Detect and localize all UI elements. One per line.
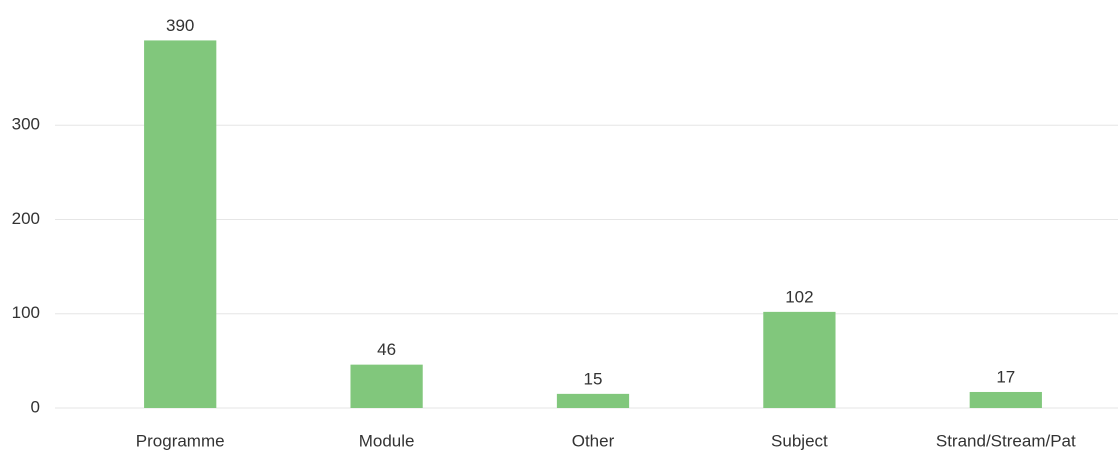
x-tick-label: Module: [359, 431, 415, 450]
y-tick-label: 300: [12, 115, 40, 134]
bar: [350, 364, 423, 408]
bar: [144, 40, 217, 409]
value-label: 17: [996, 367, 1015, 386]
value-label: 390: [166, 16, 194, 35]
value-label: 46: [377, 340, 396, 359]
value-label: 102: [785, 287, 813, 306]
bar: [556, 393, 630, 408]
value-label: 15: [584, 369, 603, 388]
y-tick-label: 0: [31, 397, 40, 416]
y-tick-label: 200: [12, 209, 40, 228]
x-tick-label: Strand/Stream/Pat: [936, 431, 1076, 450]
x-tick-label: Programme: [136, 431, 225, 450]
x-tick-label: Other: [572, 431, 615, 450]
bar: [763, 311, 836, 408]
y-tick-label: 100: [12, 303, 40, 322]
x-tick-label: Subject: [771, 431, 828, 450]
bar: [969, 391, 1042, 408]
